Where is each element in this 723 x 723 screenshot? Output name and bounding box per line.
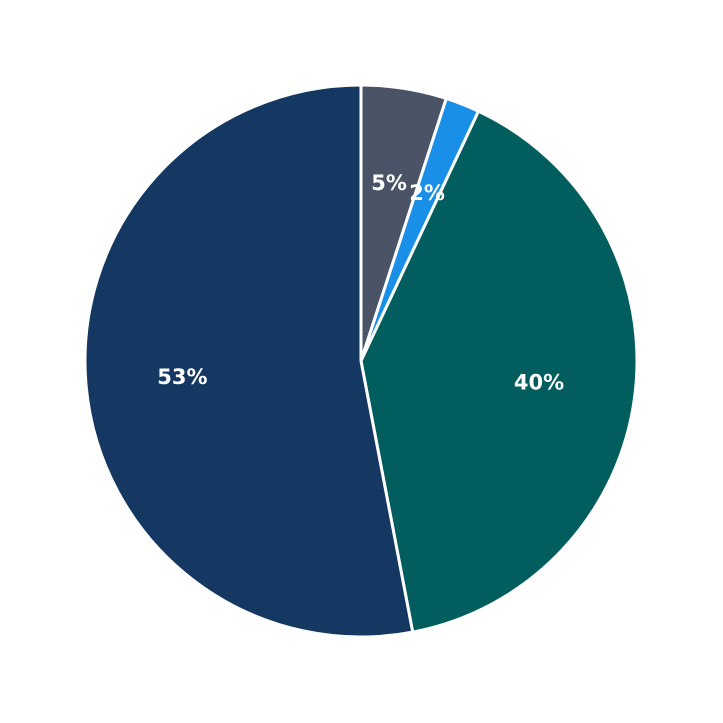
slice-label: 5% xyxy=(371,171,407,195)
slice-label: 2% xyxy=(409,181,445,205)
slice-label: 53% xyxy=(157,365,207,389)
pie-slice xyxy=(359,109,639,634)
slice-label: 40% xyxy=(514,370,564,394)
pie-slice xyxy=(83,83,415,639)
